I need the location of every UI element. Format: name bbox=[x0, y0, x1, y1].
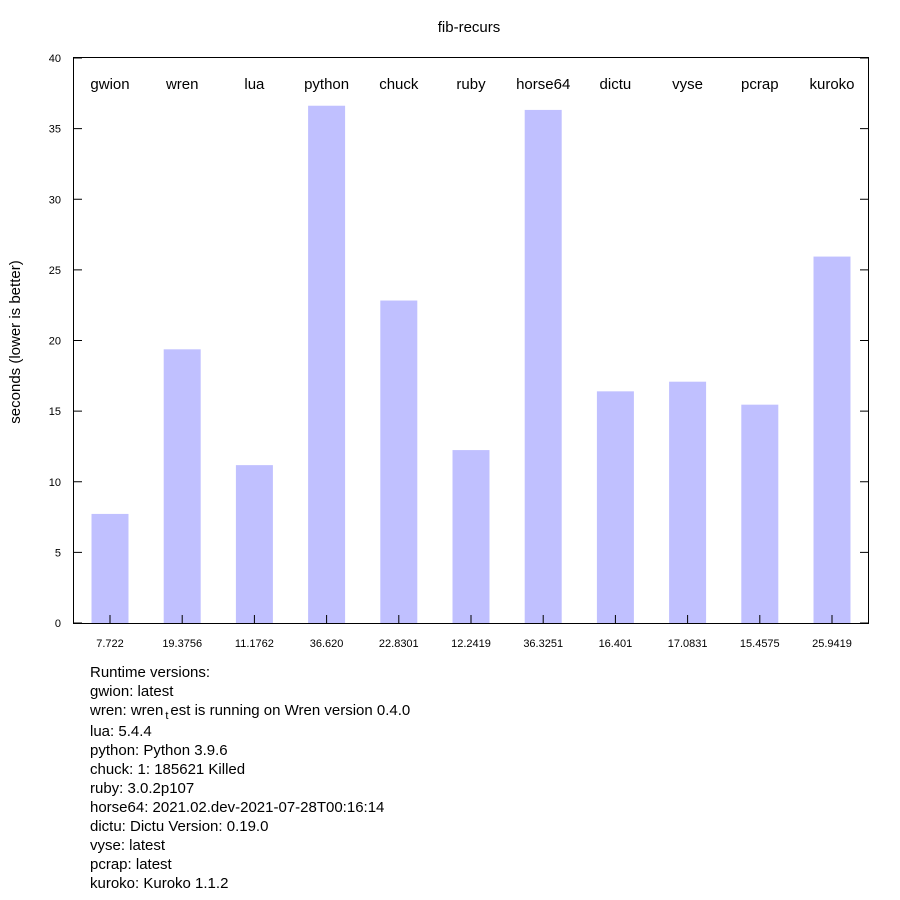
y-tick-label: 40 bbox=[49, 53, 61, 65]
bar-pcrap bbox=[741, 404, 779, 623]
runtime-version-line: ruby: 3.0.2p107 bbox=[90, 780, 195, 797]
runtime-version-line: vyse: latest bbox=[90, 837, 166, 854]
category-label: chuck bbox=[379, 76, 419, 93]
runtime-version-line: python: Python 3.9.6 bbox=[90, 742, 228, 759]
bar-chart: fib-recurs seconds (lower is better) 0 5 1… bbox=[7, 19, 869, 650]
runtime-versions-heading: Runtime versions: bbox=[90, 664, 211, 681]
bar-horse64 bbox=[524, 109, 562, 623]
value-label: 22.8301 bbox=[379, 638, 419, 650]
value-label: 36.620 bbox=[310, 638, 344, 650]
bar-python bbox=[308, 105, 346, 624]
y-axis-label: seconds (lower is better) bbox=[7, 260, 24, 423]
bar-kuroko bbox=[813, 256, 851, 623]
category-label: python bbox=[304, 76, 349, 93]
value-label: 11.1762 bbox=[235, 638, 274, 650]
category-label: wren bbox=[165, 76, 199, 93]
chart-title: fib-recurs bbox=[438, 19, 501, 36]
value-label: 19.3756 bbox=[162, 638, 202, 650]
bar-chuck bbox=[380, 300, 418, 623]
category-label: lua bbox=[244, 76, 265, 93]
bar-vyse bbox=[669, 381, 707, 623]
plot-frame bbox=[73, 57, 869, 624]
bars-group bbox=[91, 105, 851, 624]
runtime-version-line: dictu: Dictu Version: 0.19.0 bbox=[90, 818, 269, 835]
category-label: ruby bbox=[456, 76, 486, 93]
category-label: vyse bbox=[672, 76, 703, 93]
runtime-version-line: pcrap: latest bbox=[90, 856, 172, 873]
y-tick-label: 15 bbox=[49, 406, 61, 418]
category-label: dictu bbox=[600, 76, 632, 93]
value-label: 36.3251 bbox=[523, 638, 563, 650]
value-label: 12.2419 bbox=[451, 638, 491, 650]
runtime-version-line: lua: 5.4.4 bbox=[90, 723, 152, 740]
y-tick-label: 20 bbox=[49, 336, 61, 348]
value-label: 16.401 bbox=[599, 638, 633, 650]
runtime-versions-list: gwion: latest wren: wren t est is running o… bbox=[90, 682, 410, 893]
value-label: 25.9419 bbox=[812, 638, 852, 650]
runtime-version-line: wren: wren t est is running on Wren versio… bbox=[90, 702, 411, 722]
value-label: 7.722 bbox=[96, 638, 124, 650]
bar-wren bbox=[163, 349, 201, 623]
runtime-version-line: kuroko: Kuroko 1.1.2 bbox=[90, 875, 229, 892]
y-tick-label: 5 bbox=[55, 547, 61, 559]
runtime-version-line: gwion: latest bbox=[90, 683, 174, 700]
y-tick-label: 10 bbox=[49, 477, 61, 489]
value-labels-group: 7.722 19.3756 11.1762 36.620 22.8301 12.2419 3… bbox=[96, 638, 852, 650]
category-labels-group: gwion wren lua python chuck ruby horse64 dictu v… bbox=[90, 76, 854, 93]
y-tick-label: 35 bbox=[49, 124, 61, 136]
subscript-text: t bbox=[165, 710, 169, 722]
category-label: gwion bbox=[90, 76, 129, 93]
runtime-version-line: horse64: 2021.02.dev-2021-07-28T00:16:14 bbox=[90, 799, 385, 816]
runtime-versions: Runtime versions: gwion: latest wren: wre… bbox=[90, 663, 410, 893]
y-tick-label: 25 bbox=[49, 265, 61, 277]
bar-gwion bbox=[91, 513, 129, 623]
category-label: horse64 bbox=[516, 76, 570, 93]
y-tick-label: 30 bbox=[49, 194, 61, 206]
bar-ruby bbox=[452, 450, 490, 623]
value-label: 15.4575 bbox=[740, 638, 780, 650]
bar-lua bbox=[235, 465, 273, 623]
runtime-version-line: chuck: 1: 185621 Killed bbox=[90, 761, 246, 778]
y-tick-label: 0 bbox=[55, 618, 61, 630]
value-label: 17.0831 bbox=[668, 638, 708, 650]
category-label: kuroko bbox=[809, 76, 854, 93]
category-label: pcrap bbox=[741, 76, 779, 93]
bar-dictu bbox=[596, 391, 634, 623]
